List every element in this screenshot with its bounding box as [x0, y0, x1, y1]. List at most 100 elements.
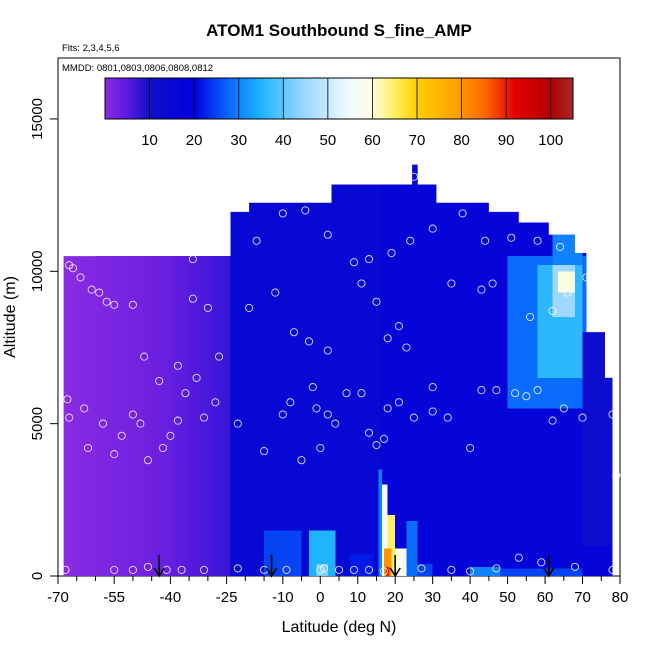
field-cell — [316, 563, 328, 576]
data-point — [316, 565, 325, 574]
data-point — [98, 419, 108, 428]
data-point — [76, 273, 85, 282]
data-point — [95, 288, 104, 297]
data-point — [585, 273, 595, 282]
data-point — [102, 297, 111, 306]
data-point — [128, 565, 137, 574]
x-tick-label: 20 — [387, 589, 404, 606]
data-point — [188, 255, 197, 264]
data-point — [308, 383, 317, 392]
data-point — [117, 431, 126, 440]
x-tick-label: 40 — [462, 589, 479, 606]
data-point — [481, 236, 490, 245]
data-point — [63, 395, 72, 404]
data-point — [312, 404, 321, 413]
colorbar-tick-label: 90 — [498, 132, 515, 149]
data-point — [203, 303, 212, 312]
colorbar-fill — [105, 78, 573, 119]
data-point — [140, 352, 149, 361]
data-point — [271, 288, 280, 297]
data-point — [548, 306, 557, 315]
data-point — [417, 564, 426, 573]
data-point — [110, 450, 119, 459]
data-point — [233, 419, 242, 428]
field-cell — [395, 548, 407, 576]
field-cell — [417, 563, 433, 576]
data-point — [578, 413, 587, 422]
data-point — [323, 346, 332, 355]
data-point — [260, 447, 269, 456]
data-point — [511, 389, 520, 398]
data-point — [379, 434, 389, 443]
dates-label: MMDD: 0801,0803,0806,0808,0812 — [62, 63, 213, 74]
data-point — [286, 398, 295, 407]
colorbar-tick-label: 80 — [453, 132, 470, 149]
data-point — [492, 386, 501, 395]
y-tick-label: 10000 — [29, 250, 46, 292]
field-cell — [383, 548, 392, 576]
data-point — [110, 565, 119, 574]
x-axis: -70 -55 -40 -25 -10 0 10 20 30 40 50 60 70 80 — [47, 576, 628, 606]
data-point — [215, 352, 224, 361]
x-tick-label: -55 — [103, 589, 125, 606]
data-point — [533, 236, 542, 245]
data-point — [466, 567, 475, 576]
data-point — [563, 288, 572, 297]
data-point — [372, 297, 381, 306]
x-tick-label: -10 — [272, 589, 294, 606]
field-cell — [378, 469, 383, 576]
data-point — [342, 389, 351, 398]
field-cell — [558, 271, 576, 293]
data-point — [428, 407, 437, 416]
data-point — [173, 242, 182, 251]
flight-marker-head — [153, 567, 165, 578]
data-point — [278, 410, 287, 419]
data-point — [383, 404, 392, 413]
data-point — [173, 416, 182, 425]
data-point — [537, 558, 546, 567]
field-cell — [500, 568, 583, 576]
data-point — [394, 398, 403, 407]
flight-markers — [153, 555, 555, 578]
y-tick-label: 0 — [29, 572, 46, 580]
data-point — [200, 413, 209, 422]
data-point — [245, 303, 254, 312]
data-point — [477, 285, 486, 294]
data-point — [158, 443, 167, 453]
data-point — [301, 206, 310, 215]
field-cell — [382, 484, 388, 576]
data-point — [409, 413, 418, 422]
x-tick-label: -25 — [216, 589, 238, 606]
data-point — [447, 279, 456, 288]
data-point — [80, 404, 89, 413]
field-cell — [582, 332, 613, 546]
y-tick-label: 5000 — [29, 407, 46, 440]
data-point — [143, 456, 152, 465]
data-point — [65, 413, 74, 422]
data-point — [357, 389, 366, 398]
data-points — [61, 172, 621, 576]
y-axis-label: Altitude (m) — [2, 276, 19, 358]
data-point — [597, 273, 606, 282]
data-point — [177, 565, 186, 574]
data-point — [387, 248, 396, 258]
data-point — [222, 224, 231, 233]
data-point — [316, 443, 325, 453]
data-point — [87, 285, 96, 294]
data-point — [282, 565, 291, 574]
colorbar-tick-label: 100 — [538, 132, 563, 149]
data-point — [181, 389, 190, 398]
data-point — [252, 236, 261, 245]
data-point — [409, 172, 418, 181]
flight-marker-head — [265, 567, 278, 578]
data-point — [61, 565, 70, 574]
data-point — [136, 419, 145, 428]
x-tick-label: -40 — [160, 589, 182, 606]
data-point — [173, 361, 182, 370]
field-cell — [406, 521, 418, 576]
y-tick-label: 15000 — [29, 98, 46, 140]
data-point — [533, 386, 542, 395]
colorbar-tick-label: 20 — [186, 132, 203, 149]
field-layer — [63, 164, 613, 576]
